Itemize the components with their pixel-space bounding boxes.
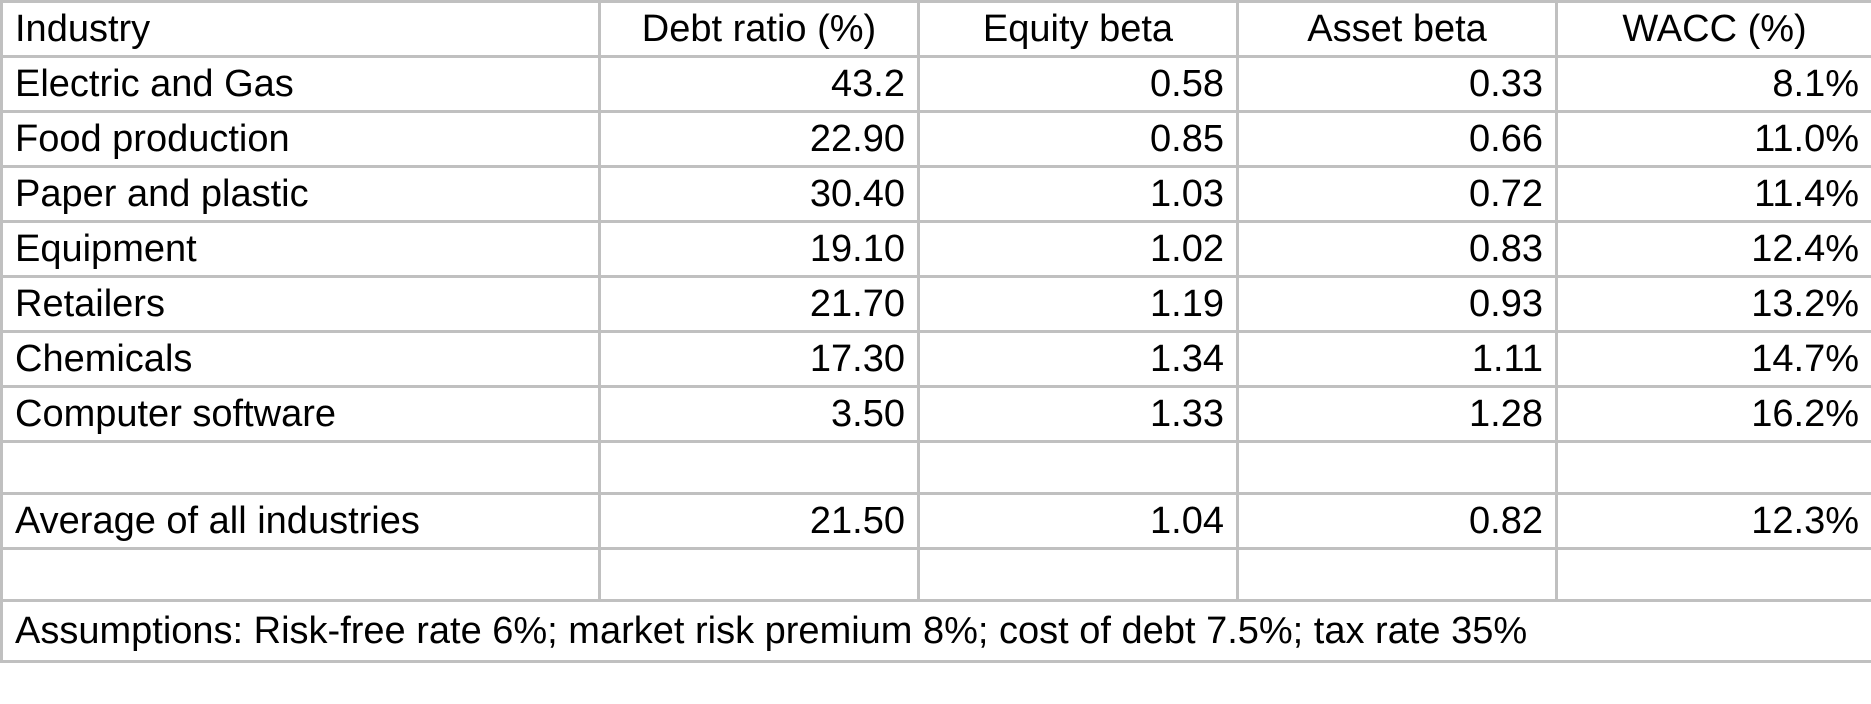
table-row: Paper and plastic 30.40 1.03 0.72 11.4%: [0, 165, 1871, 223]
cell-average-label[interactable]: Average of all industries: [0, 492, 601, 550]
header-cell-equity-beta[interactable]: Equity beta: [917, 0, 1239, 58]
cell-debt-ratio[interactable]: 43.2: [598, 55, 920, 113]
empty-row: [0, 547, 1871, 602]
cell-asset-beta[interactable]: 1.11: [1236, 330, 1558, 388]
cell-debt-ratio[interactable]: 3.50: [598, 385, 920, 443]
cell-wacc[interactable]: 12.4%: [1555, 220, 1871, 278]
table-row: Electric and Gas 43.2 0.58 0.33 8.1%: [0, 55, 1871, 113]
cell-equity-beta[interactable]: 0.85: [917, 110, 1239, 168]
cell-industry[interactable]: Retailers: [0, 275, 601, 333]
empty-cell[interactable]: [0, 440, 601, 495]
table-row: Chemicals 17.30 1.34 1.11 14.7%: [0, 330, 1871, 388]
cell-average-equity-beta[interactable]: 1.04: [917, 492, 1239, 550]
table-row: Computer software 3.50 1.33 1.28 16.2%: [0, 385, 1871, 443]
cell-industry[interactable]: Equipment: [0, 220, 601, 278]
cell-asset-beta[interactable]: 0.83: [1236, 220, 1558, 278]
cell-asset-beta[interactable]: 0.66: [1236, 110, 1558, 168]
cell-wacc[interactable]: 16.2%: [1555, 385, 1871, 443]
empty-cell[interactable]: [917, 440, 1239, 495]
cell-debt-ratio[interactable]: 21.70: [598, 275, 920, 333]
header-row: Industry Debt ratio (%) Equity beta Asse…: [0, 0, 1871, 58]
header-cell-wacc[interactable]: WACC (%): [1555, 0, 1871, 58]
cell-average-debt-ratio[interactable]: 21.50: [598, 492, 920, 550]
empty-cell[interactable]: [1236, 440, 1558, 495]
cell-debt-ratio[interactable]: 17.30: [598, 330, 920, 388]
empty-cell[interactable]: [1555, 547, 1871, 602]
cell-equity-beta[interactable]: 1.34: [917, 330, 1239, 388]
cell-debt-ratio[interactable]: 30.40: [598, 165, 920, 223]
cell-equity-beta[interactable]: 1.03: [917, 165, 1239, 223]
empty-row: [0, 440, 1871, 495]
empty-cell[interactable]: [598, 547, 920, 602]
table-row: Retailers 21.70 1.19 0.93 13.2%: [0, 275, 1871, 333]
header-cell-asset-beta[interactable]: Asset beta: [1236, 0, 1558, 58]
cell-equity-beta[interactable]: 1.19: [917, 275, 1239, 333]
cell-asset-beta[interactable]: 0.33: [1236, 55, 1558, 113]
empty-cell[interactable]: [917, 547, 1239, 602]
empty-cell[interactable]: [598, 440, 920, 495]
cell-asset-beta[interactable]: 0.72: [1236, 165, 1558, 223]
cell-industry[interactable]: Computer software: [0, 385, 601, 443]
header-cell-industry[interactable]: Industry: [0, 0, 601, 58]
cell-equity-beta[interactable]: 1.33: [917, 385, 1239, 443]
cell-industry[interactable]: Chemicals: [0, 330, 601, 388]
cell-debt-ratio[interactable]: 22.90: [598, 110, 920, 168]
industry-wacc-table: Industry Debt ratio (%) Equity beta Asse…: [0, 0, 1871, 663]
cell-debt-ratio[interactable]: 19.10: [598, 220, 920, 278]
empty-cell[interactable]: [1555, 440, 1871, 495]
table-row: Food production 22.90 0.85 0.66 11.0%: [0, 110, 1871, 168]
cell-asset-beta[interactable]: 0.93: [1236, 275, 1558, 333]
cell-wacc[interactable]: 14.7%: [1555, 330, 1871, 388]
cell-average-asset-beta[interactable]: 0.82: [1236, 492, 1558, 550]
cell-wacc[interactable]: 13.2%: [1555, 275, 1871, 333]
assumptions-note[interactable]: Assumptions: Risk-free rate 6%; market r…: [0, 599, 1871, 663]
cell-industry[interactable]: Food production: [0, 110, 601, 168]
assumptions-row: Assumptions: Risk-free rate 6%; market r…: [0, 599, 1871, 663]
empty-cell[interactable]: [1236, 547, 1558, 602]
cell-wacc[interactable]: 8.1%: [1555, 55, 1871, 113]
cell-asset-beta[interactable]: 1.28: [1236, 385, 1558, 443]
average-row: Average of all industries 21.50 1.04 0.8…: [0, 492, 1871, 550]
header-cell-debt-ratio[interactable]: Debt ratio (%): [598, 0, 920, 58]
cell-industry[interactable]: Electric and Gas: [0, 55, 601, 113]
empty-cell[interactable]: [0, 547, 601, 602]
cell-equity-beta[interactable]: 1.02: [917, 220, 1239, 278]
cell-wacc[interactable]: 11.0%: [1555, 110, 1871, 168]
cell-wacc[interactable]: 11.4%: [1555, 165, 1871, 223]
cell-equity-beta[interactable]: 0.58: [917, 55, 1239, 113]
cell-average-wacc[interactable]: 12.3%: [1555, 492, 1871, 550]
cell-industry[interactable]: Paper and plastic: [0, 165, 601, 223]
table-row: Equipment 19.10 1.02 0.83 12.4%: [0, 220, 1871, 278]
